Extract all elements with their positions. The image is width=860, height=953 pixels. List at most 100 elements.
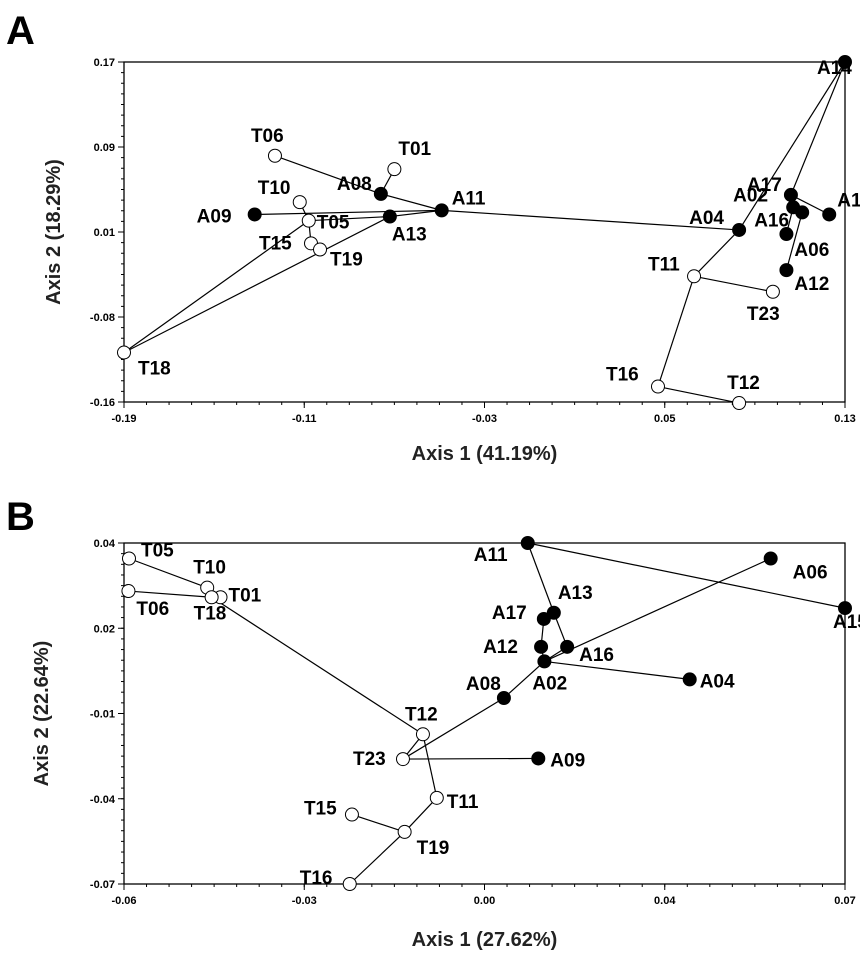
point-A04 [682, 672, 697, 687]
link-A17-A15 [790, 194, 830, 216]
point-T18 [117, 345, 131, 360]
point-label-T01: T01 [229, 585, 262, 606]
point-A09 [247, 207, 262, 222]
point-label-T11: T11 [447, 792, 479, 813]
panel-b-letter: B [6, 495, 35, 539]
point-label-T23: T23 [353, 749, 386, 770]
x-axis-title: Axis 1 (41.19%) [412, 443, 558, 465]
link-T16-T12 [657, 385, 740, 404]
point-label-T01: T01 [398, 139, 431, 160]
link-A08-T23 [402, 697, 505, 760]
point-label-T05: T05 [141, 541, 174, 562]
point-label-A02: A02 [532, 673, 567, 694]
point-label-T10: T10 [193, 558, 226, 579]
point-label-A16: A16 [754, 210, 789, 231]
panel-b-plot: -0.06 -0.03 0.00 0.04 0.07 0.04 0.02 -0.01 -0.04… [31, 536, 860, 951]
point-T19 [397, 824, 412, 839]
panel-a-plot: -0.19 -0.11 -0.03 0.05 0.13 0.17 0.09 0.01 -0.08… [43, 55, 860, 465]
point-A04 [732, 222, 747, 237]
point-label-T19: T19 [330, 250, 363, 271]
point-label-A02: A02 [733, 185, 768, 206]
x-tick-label: 0.04 [654, 895, 676, 907]
point-label-T16: T16 [606, 365, 639, 386]
point-T23 [765, 284, 780, 299]
link-A11-A15 [527, 542, 846, 609]
link-A11-A13 [527, 542, 555, 613]
point-label-T15: T15 [259, 233, 292, 254]
link-A13-T18 [123, 216, 391, 354]
point-label-T15: T15 [304, 799, 337, 820]
y-tick-label: 0.17 [94, 57, 115, 69]
link-A11-A08 [380, 193, 442, 211]
link-A08-T06 [274, 155, 382, 195]
link-T11-T23 [693, 275, 774, 293]
x-tick-label: 0.05 [654, 413, 675, 425]
point-label-T06: T06 [136, 599, 169, 620]
point-label-T05: T05 [317, 213, 350, 234]
link-A04-A11 [441, 209, 740, 231]
x-tick-label: 0.07 [834, 895, 855, 907]
y-tick-label: -0.16 [90, 397, 115, 409]
point-T16 [342, 877, 357, 891]
point-T05 [301, 213, 316, 228]
link-A16-A12 [785, 212, 803, 271]
link-A02-A08 [503, 660, 545, 699]
point-label-A04: A04 [700, 671, 735, 692]
point-T23 [395, 752, 410, 767]
x-tick-label: -0.06 [111, 895, 136, 907]
point-label-T12: T12 [727, 373, 760, 394]
point-A15 [822, 207, 837, 222]
point-label-T16: T16 [300, 868, 333, 889]
point-A16 [560, 639, 575, 654]
point-label-A15: A15 [837, 190, 860, 211]
x-tick-label: 0.00 [474, 895, 495, 907]
point-A17 [783, 187, 798, 202]
point-T12 [415, 727, 430, 742]
point-label-A17: A17 [492, 603, 527, 624]
point-A12 [534, 639, 549, 654]
link-T12-T11 [422, 734, 438, 798]
point-A12 [779, 263, 794, 278]
y-axis-title: Axis 2 (22.64%) [31, 641, 53, 787]
point-A11 [520, 536, 535, 550]
panel-a-letter: A [6, 9, 35, 53]
point-label-A06: A06 [793, 563, 828, 584]
point-label-T06: T06 [251, 126, 284, 147]
link-A14-A04 [738, 61, 846, 231]
point-A08 [373, 186, 388, 201]
point-T12 [732, 396, 747, 411]
link-T11-T19 [404, 797, 438, 833]
point-A13 [546, 605, 561, 620]
point-label-A06: A06 [794, 240, 829, 261]
link-A11-A09 [254, 209, 442, 216]
y-tick-label: -0.08 [90, 312, 115, 324]
link-T23-A09 [402, 757, 539, 760]
point-T05 [121, 551, 136, 566]
point-label-A11: A11 [452, 188, 486, 209]
link-A13-T05 [308, 215, 390, 222]
link-T05-T18 [123, 220, 310, 354]
point-T11 [687, 269, 702, 284]
point-A17 [536, 611, 551, 626]
point-T16 [650, 379, 665, 394]
point-label-A12: A12 [483, 637, 518, 658]
link-T18-T06 [128, 590, 212, 598]
y-tick-label: 0.01 [94, 227, 115, 239]
x-tick-label: 0.13 [834, 413, 855, 425]
point-label-A08: A08 [337, 174, 372, 195]
point-T11 [429, 790, 444, 805]
point-label-T12: T12 [405, 704, 438, 725]
point-label-T18: T18 [138, 359, 171, 380]
point-label-A11: A11 [474, 545, 508, 566]
point-T15 [344, 807, 359, 822]
point-T10 [292, 195, 307, 210]
point-label-T23: T23 [747, 304, 780, 325]
x-tick-label: -0.19 [111, 413, 136, 425]
link-A04-T11 [693, 229, 740, 277]
point-A14 [838, 55, 852, 69]
point-A13 [382, 209, 397, 224]
point-label-A09: A09 [197, 206, 232, 227]
link-T19-T15 [351, 813, 405, 833]
link-A02-A06 [544, 557, 771, 662]
